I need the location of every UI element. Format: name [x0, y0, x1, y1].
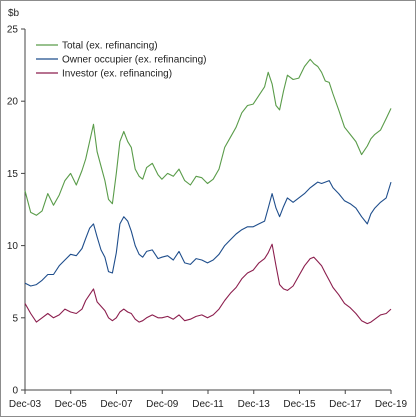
x-tick-label: Dec-07: [100, 399, 133, 410]
series-line-2: [24, 243, 392, 325]
x-tick-label: Dec-17: [329, 399, 362, 410]
legend-label-0: Total (ex. refinancing): [62, 41, 158, 52]
x-tick-label: Dec-03: [9, 399, 42, 410]
x-tick-label: Dec-09: [146, 399, 179, 410]
x-tick-label: Dec-11: [192, 399, 224, 410]
x-tick-label: Dec-19: [375, 399, 408, 410]
legend-label-2: Investor (ex. refinancing): [62, 69, 172, 80]
y-tick-label: 10: [7, 241, 19, 252]
x-tick-label: Dec-13: [238, 399, 271, 410]
y-tick-label: 20: [7, 97, 19, 108]
legend-label-1: Owner occupier (ex. refinancing): [62, 55, 207, 66]
y-axis-label: $b: [8, 8, 20, 19]
x-tick-label: Dec-15: [283, 399, 316, 410]
y-tick-label: 15: [7, 169, 19, 180]
y-tick-label: 0: [12, 386, 18, 397]
y-tick-label: 25: [7, 25, 19, 36]
series-line-1: [24, 180, 392, 287]
y-tick-label: 5: [12, 313, 18, 324]
series-line-0: [24, 58, 392, 216]
x-tick-label: Dec-05: [55, 399, 88, 410]
